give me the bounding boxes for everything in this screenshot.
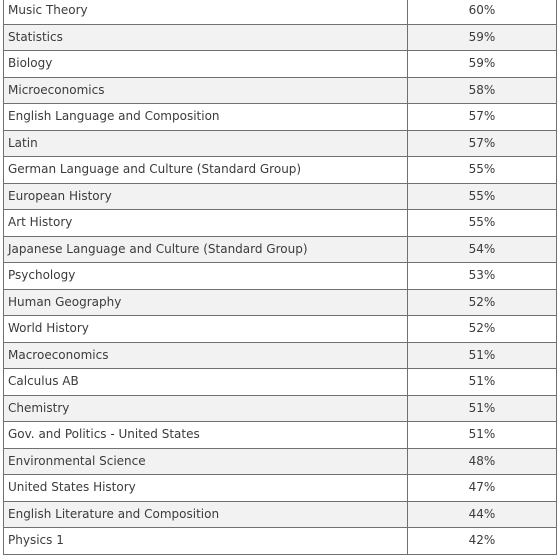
subject-cell: European History — [3, 182, 408, 210]
score-cell: 53% — [407, 262, 557, 290]
score-cell: 52% — [407, 315, 557, 343]
subject-cell: English Literature and Composition — [3, 500, 408, 528]
table-row: World History 52% — [3, 315, 557, 343]
subject-cell: Environmental Science — [3, 447, 408, 475]
table-row: European History 55% — [3, 182, 557, 210]
subject-cell: Statistics — [3, 23, 408, 51]
subject-cell: Biology — [3, 50, 408, 78]
score-cell: 59% — [407, 50, 557, 78]
table-row: Environmental Science 48% — [3, 447, 557, 475]
table-row: Gov. and Politics - United States 51% — [3, 421, 557, 449]
subject-cell: Calculus AB — [3, 368, 408, 396]
score-cell: 55% — [407, 209, 557, 237]
table-row: Chemistry 51% — [3, 394, 557, 422]
subject-cell: Chemistry — [3, 394, 408, 422]
table-row: Human Geography 52% — [3, 288, 557, 316]
table-row: Japanese Language and Culture (Standard … — [3, 235, 557, 263]
subject-cell: Japanese Language and Culture (Standard … — [3, 235, 408, 263]
subject-cell: United States History — [3, 474, 408, 502]
table-row: Music Theory 60% — [3, 0, 557, 25]
subject-cell: Art History — [3, 209, 408, 237]
table-row: United States History 47% — [3, 474, 557, 502]
table-row: English Language and Composition 57% — [3, 103, 557, 131]
score-cell: 51% — [407, 394, 557, 422]
table-row: English Literature and Composition 44% — [3, 500, 557, 528]
subject-cell: Macroeconomics — [3, 341, 408, 369]
score-cell: 57% — [407, 103, 557, 131]
score-cell: 59% — [407, 23, 557, 51]
table-row: Physics 1 42% — [3, 527, 557, 555]
subject-cell: German Language and Culture (Standard Gr… — [3, 156, 408, 184]
subject-cell: English Language and Composition — [3, 103, 408, 131]
subject-cell: Human Geography — [3, 288, 408, 316]
score-cell: 52% — [407, 288, 557, 316]
table-row: German Language and Culture (Standard Gr… — [3, 156, 557, 184]
score-cell: 47% — [407, 474, 557, 502]
subject-cell: Music Theory — [3, 0, 408, 25]
score-cell: 51% — [407, 368, 557, 396]
subject-cell: World History — [3, 315, 408, 343]
score-cell: 57% — [407, 129, 557, 157]
table-row: Art History 55% — [3, 209, 557, 237]
subject-cell: Physics 1 — [3, 527, 408, 555]
score-cell: 51% — [407, 421, 557, 449]
scores-table-container: Music Theory 60% Statistics 59% Biology 59%… — [3, 0, 557, 555]
table-row: Biology 59% — [3, 50, 557, 78]
subject-cell: Latin — [3, 129, 408, 157]
score-cell: 55% — [407, 182, 557, 210]
scores-table-body: Music Theory 60% Statistics 59% Biology 59%… — [3, 0, 557, 555]
score-cell: 42% — [407, 527, 557, 555]
score-cell: 51% — [407, 341, 557, 369]
score-cell: 60% — [407, 0, 557, 25]
score-cell: 48% — [407, 447, 557, 475]
table-row: Calculus AB 51% — [3, 368, 557, 396]
subject-cell: Psychology — [3, 262, 408, 290]
subject-cell: Gov. and Politics - United States — [3, 421, 408, 449]
score-cell: 44% — [407, 500, 557, 528]
score-cell: 54% — [407, 235, 557, 263]
score-cell: 55% — [407, 156, 557, 184]
table-row: Latin 57% — [3, 129, 557, 157]
subject-cell: Microeconomics — [3, 76, 408, 104]
score-cell: 58% — [407, 76, 557, 104]
table-row: Microeconomics 58% — [3, 76, 557, 104]
table-row: Psychology 53% — [3, 262, 557, 290]
table-row: Macroeconomics 51% — [3, 341, 557, 369]
scores-table: Music Theory 60% Statistics 59% Biology 59%… — [3, 0, 557, 555]
table-row: Statistics 59% — [3, 23, 557, 51]
